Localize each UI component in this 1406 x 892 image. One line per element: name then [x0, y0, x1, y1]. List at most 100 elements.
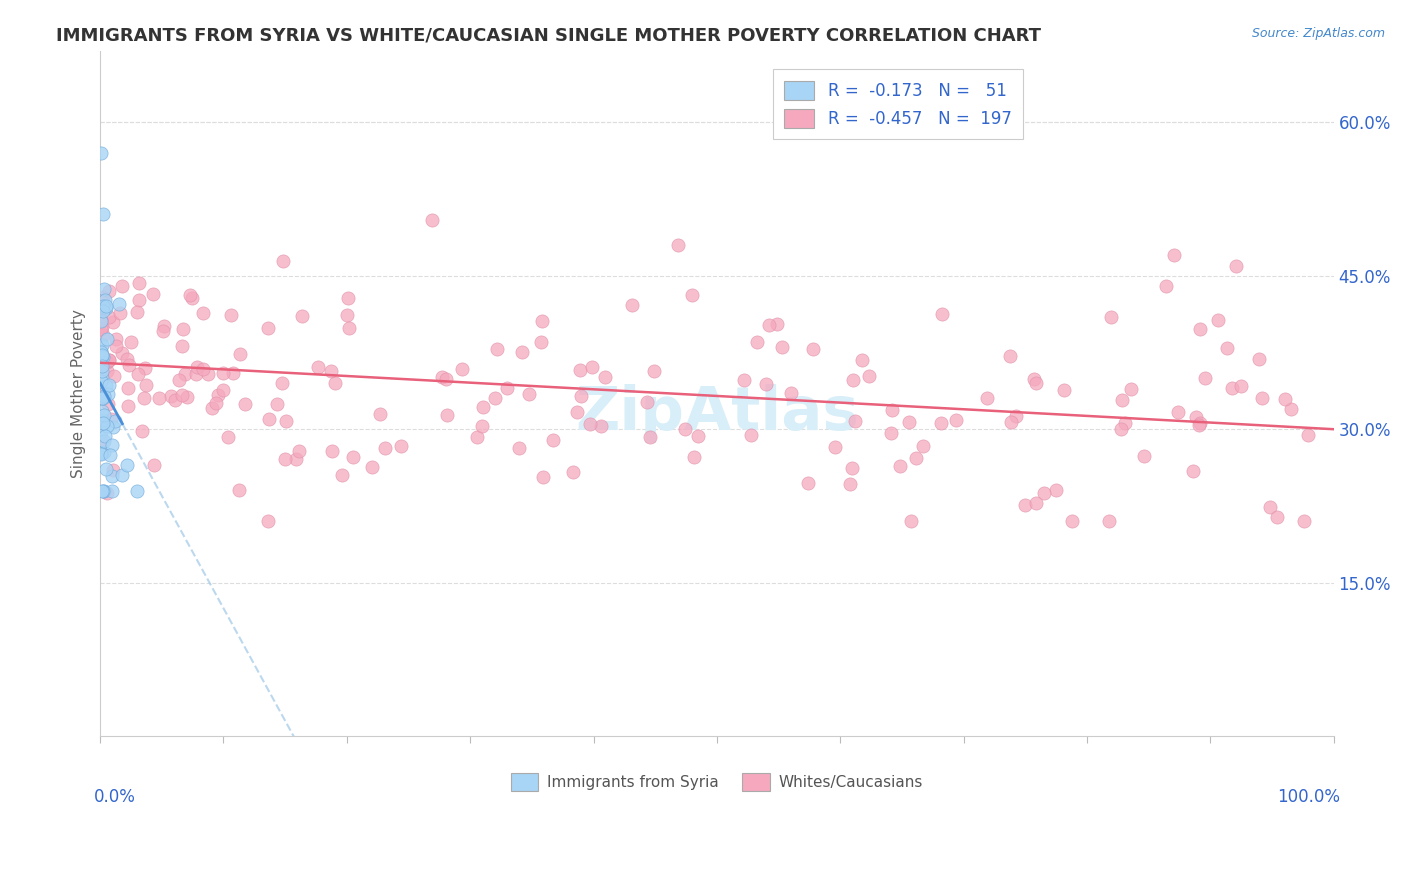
Point: [976, 391, 998, 405]
Point: [186, 360, 208, 375]
Point: [90, 314, 112, 328]
Point: [170, 388, 193, 402]
Point: [98, 378, 121, 392]
Point: [98, 352, 121, 367]
Point: [97, 387, 120, 401]
Point: [1000, 415, 1022, 429]
Point: [96, 485, 118, 500]
Point: [1189, 321, 1212, 335]
Point: [998, 349, 1021, 363]
Point: [1296, 428, 1319, 442]
Point: [271, 376, 294, 390]
Point: [90, 301, 112, 315]
Point: [839, 477, 862, 491]
Point: [1119, 382, 1142, 396]
Point: [931, 416, 953, 430]
Point: [561, 466, 583, 480]
Point: [620, 297, 643, 311]
Point: [91, 364, 114, 378]
Point: [90, 357, 112, 371]
Point: [105, 339, 128, 353]
Point: [851, 353, 873, 368]
Point: [1220, 381, 1243, 395]
Point: [191, 362, 214, 376]
Point: [733, 373, 755, 387]
Point: [770, 340, 793, 354]
Point: [90, 348, 112, 362]
Point: [496, 381, 519, 395]
Point: [93, 327, 115, 342]
Point: [90, 313, 112, 327]
Point: [91, 403, 114, 417]
Point: [465, 429, 488, 443]
Point: [530, 335, 553, 350]
Text: IMMIGRANTS FROM SYRIA VS WHITE/CAUCASIAN SINGLE MOTHER POVERTY CORRELATION CHART: IMMIGRANTS FROM SYRIA VS WHITE/CAUCASIAN…: [56, 27, 1042, 45]
Point: [90, 447, 112, 461]
Point: [90, 338, 112, 352]
Point: [880, 425, 903, 440]
Point: [94, 379, 117, 393]
Point: [801, 342, 824, 356]
Point: [266, 397, 288, 411]
Point: [212, 383, 235, 397]
Point: [271, 254, 294, 268]
Point: [91, 350, 114, 364]
Point: [125, 305, 148, 319]
Point: [131, 424, 153, 438]
Point: [197, 367, 219, 381]
Point: [228, 483, 250, 497]
Point: [193, 306, 215, 320]
Point: [96, 363, 118, 377]
Point: [1230, 378, 1253, 392]
Point: [508, 442, 530, 456]
Point: [666, 238, 689, 252]
Point: [636, 395, 658, 409]
Point: [844, 414, 866, 428]
Point: [101, 315, 124, 329]
Point: [91, 290, 114, 304]
Point: [638, 429, 661, 443]
Point: [96, 300, 118, 314]
Point: [336, 308, 359, 322]
Point: [274, 414, 297, 428]
Point: [1265, 510, 1288, 524]
Point: [127, 483, 149, 498]
Point: [90, 434, 112, 449]
Text: 100.0%: 100.0%: [1277, 788, 1340, 805]
Point: [579, 417, 602, 431]
Point: [323, 376, 346, 390]
Point: [904, 450, 927, 465]
Point: [307, 359, 329, 374]
Point: [134, 360, 156, 375]
Point: [889, 458, 911, 473]
Point: [96, 418, 118, 433]
Point: [100, 412, 122, 426]
Point: [436, 408, 458, 422]
Point: [434, 372, 457, 386]
Point: [108, 297, 131, 311]
Point: [104, 414, 127, 428]
Point: [181, 291, 204, 305]
Text: 0.0%: 0.0%: [94, 788, 136, 805]
Point: [98, 310, 121, 325]
Point: [745, 334, 768, 349]
Point: [93, 293, 115, 307]
Point: [222, 366, 245, 380]
Point: [90, 343, 112, 358]
Point: [115, 351, 138, 366]
Point: [111, 468, 134, 483]
Point: [740, 428, 762, 442]
Point: [91, 359, 114, 373]
Point: [148, 391, 170, 405]
Point: [291, 309, 314, 323]
Point: [94, 462, 117, 476]
Point: [111, 345, 134, 359]
Point: [1163, 248, 1185, 262]
Point: [797, 476, 820, 491]
Point: [420, 212, 443, 227]
Point: [104, 332, 127, 346]
Point: [93, 434, 115, 449]
Point: [1194, 371, 1216, 385]
Point: [90, 446, 112, 460]
Point: [174, 368, 197, 382]
